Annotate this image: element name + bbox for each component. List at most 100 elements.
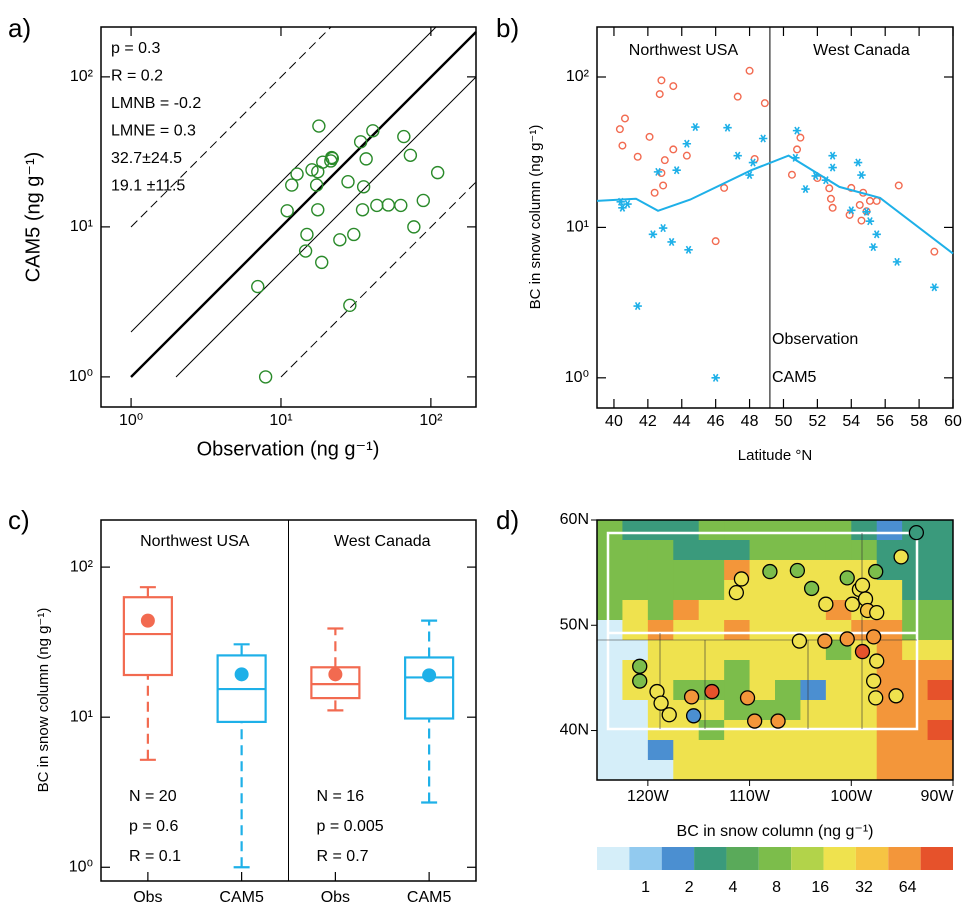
colorbar-box — [791, 847, 824, 870]
site-marker — [685, 708, 702, 724]
tick-label: 50 — [775, 413, 793, 430]
colorbar-box — [823, 847, 856, 870]
grid-cell — [775, 540, 801, 561]
y-axis-title: BC in snow column (ng g⁻¹) — [35, 608, 52, 793]
circle-marker — [311, 203, 325, 217]
circle-marker — [733, 92, 742, 101]
tick-label: 10² — [70, 558, 94, 575]
tick-label: 90W — [921, 788, 955, 805]
grid-cell — [851, 700, 878, 721]
tick-label: CAM5 — [407, 889, 452, 906]
grid-cell — [825, 540, 852, 561]
colorbar-tick: 4 — [728, 879, 737, 896]
grid-cell — [673, 560, 700, 581]
colorbar-box — [694, 847, 727, 870]
circle-marker — [760, 99, 769, 108]
grid-cell — [597, 680, 623, 701]
grid-cell — [876, 560, 903, 581]
circle-marker — [826, 194, 835, 203]
grid-cell — [775, 740, 801, 761]
tick-label: 40N — [560, 722, 589, 739]
panel-label: b) — [496, 13, 519, 43]
colorbar-tick: 16 — [811, 879, 829, 896]
circle-marker — [847, 183, 856, 192]
colorbar-box — [888, 847, 921, 870]
grid-cell — [876, 620, 903, 641]
grid-cell — [622, 560, 649, 581]
grid-cell — [698, 740, 725, 761]
site-marker — [893, 549, 909, 565]
grid-cell — [902, 660, 928, 681]
asterisk-marker — [653, 167, 663, 176]
circle-marker — [258, 370, 273, 384]
legend-text: Observation — [772, 331, 858, 348]
grid-cell — [876, 520, 903, 541]
grid-cell — [775, 520, 801, 541]
grid-cell — [749, 660, 776, 681]
grid-cell — [698, 760, 725, 781]
grid-cell — [724, 640, 750, 661]
circle-marker — [650, 188, 659, 197]
grid-cell — [927, 700, 954, 721]
tick-label: 40 — [605, 413, 623, 430]
grid-cell — [749, 580, 776, 601]
grid-cell — [673, 520, 700, 541]
grid-cell — [724, 660, 750, 681]
grid-cell — [775, 580, 801, 601]
grid-cell — [825, 660, 852, 681]
plot-frame — [100, 26, 477, 408]
asterisk-marker — [723, 123, 732, 132]
site-marker — [632, 658, 648, 674]
circle-marker — [353, 135, 368, 149]
grid-cell — [927, 560, 954, 581]
circle-marker — [930, 247, 939, 256]
tick-label: CAM5 — [219, 889, 264, 906]
annotation: 32.7±24.5 — [111, 150, 182, 167]
site-marker — [888, 688, 904, 704]
map-cells — [597, 520, 954, 781]
grid-cell — [927, 620, 954, 641]
grid-cell — [647, 760, 674, 781]
colorbar-box — [855, 847, 889, 870]
region-label: West Canada — [334, 533, 431, 550]
circle-marker — [645, 132, 654, 141]
grid-cell — [800, 540, 827, 561]
grid-cell — [597, 620, 623, 641]
mean-dot — [422, 668, 437, 683]
asterisk-marker — [872, 230, 881, 239]
colorbar-box — [758, 847, 792, 870]
grid-cell — [673, 600, 700, 621]
tick-label: 10⁰ — [119, 412, 143, 429]
grid-cell — [724, 540, 750, 561]
grid-cell — [902, 560, 928, 581]
colorbar-box — [661, 847, 695, 870]
colorbar-title: BC in snow column (ng g⁻¹) — [677, 823, 874, 840]
grid-cell — [724, 740, 750, 761]
grid-cell — [749, 600, 776, 621]
circle-marker — [894, 181, 903, 190]
asterisk-marker — [853, 158, 863, 167]
grid-cell — [749, 740, 776, 761]
panel-a: a) Observation (ng g⁻¹) CAM5 (ng g⁻¹) 10… — [8, 13, 477, 460]
circle-marker — [359, 152, 373, 166]
tick-label: 110W — [729, 788, 771, 805]
grid-cell — [775, 660, 801, 681]
grid-cell — [597, 660, 623, 681]
site-marker — [791, 633, 808, 649]
tick-label: 10¹ — [70, 218, 93, 235]
circle-marker — [309, 178, 324, 192]
asterisk-marker — [667, 237, 676, 247]
grid-cell — [851, 740, 878, 761]
grid-cell — [647, 660, 674, 681]
circle-marker — [669, 82, 678, 91]
circle-marker — [300, 227, 314, 242]
factor-line — [130, 26, 332, 228]
panel-label: a) — [8, 13, 31, 43]
legend-text: CAM5 — [772, 369, 817, 386]
asterisk-marker — [618, 203, 627, 212]
circle-marker — [347, 227, 361, 242]
annotation: LMNE = 0.3 — [111, 123, 196, 140]
grid-cell — [927, 600, 954, 621]
grid-cell — [825, 520, 852, 541]
circle-marker — [311, 165, 325, 179]
